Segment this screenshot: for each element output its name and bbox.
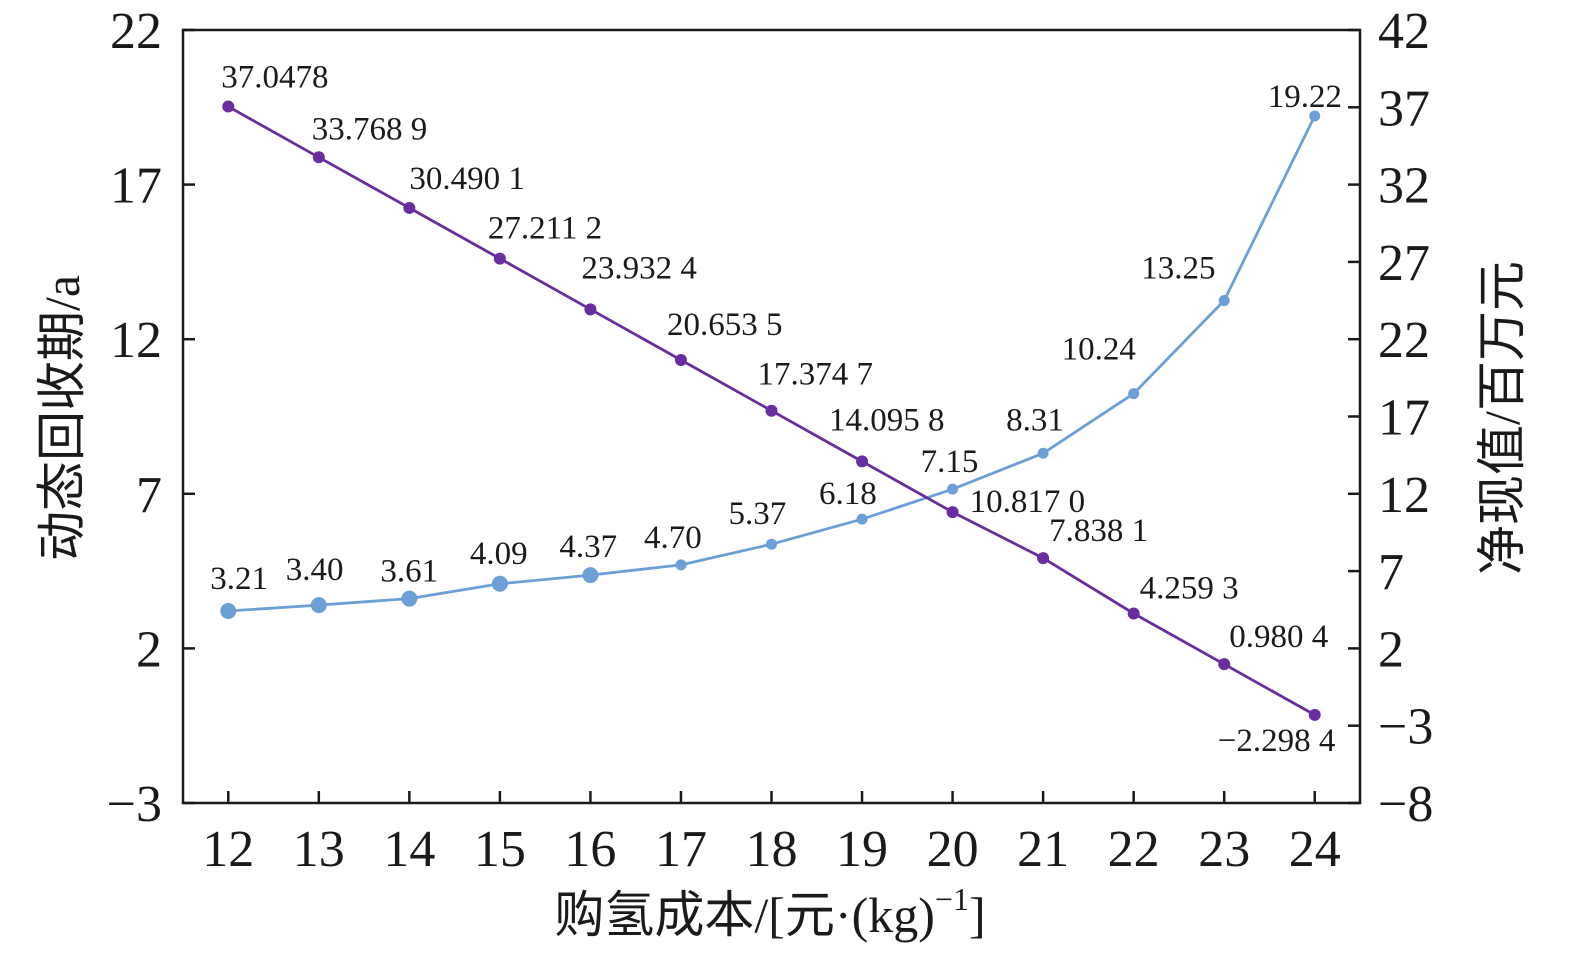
npv-series-data-label: 0.980 4 (1229, 619, 1328, 655)
x-tick-label: 13 (293, 821, 345, 878)
npv-series (222, 100, 1321, 721)
npv-series-point (765, 404, 778, 417)
payback-series-point (1309, 110, 1321, 122)
y-left-tick-label: 17 (110, 158, 162, 215)
npv-series-point (946, 506, 959, 519)
x-axis-title-superscript: −1 (935, 881, 969, 917)
y-left-tick-label: 7 (136, 467, 162, 524)
payback-series-point (310, 597, 327, 614)
payback-series-data-label: 13.25 (1141, 251, 1215, 287)
npv-series-data-label: 10.817 0 (970, 484, 1086, 520)
npv-series-point (856, 455, 869, 468)
x-tick-label: 19 (836, 821, 888, 878)
payback-series-point (947, 483, 959, 495)
payback-series-data-label: 4.09 (470, 536, 528, 572)
x-axis-title: 购氢成本/[元·(kg)−1] (554, 881, 985, 943)
y-right-tick-label: 42 (1378, 3, 1430, 60)
npv-series-point (1127, 607, 1140, 620)
npv-series-data-label: 30.490 1 (409, 161, 525, 197)
y-right-tick-label: 22 (1378, 312, 1430, 369)
payback-series-data-label: 19.22 (1268, 79, 1342, 115)
npv-series-data-label: 37.0478 (221, 60, 328, 96)
npv-series-data-label: 33.768 9 (312, 111, 428, 147)
x-tick-label: 16 (564, 821, 616, 878)
payback-series-point (491, 575, 508, 592)
payback-series-data-label: 10.24 (1062, 332, 1136, 368)
y-right-title: 净现值/百万元 (1474, 261, 1530, 575)
payback-series-point (220, 602, 237, 619)
payback-series-data-label: 4.70 (644, 520, 702, 556)
y-left-title: 动态回收期/a (34, 275, 90, 561)
payback-series-data-label: 3.21 (210, 561, 268, 597)
payback-series-point (582, 567, 599, 584)
y-right-tick-label: −8 (1378, 776, 1433, 833)
npv-series-point (222, 100, 235, 113)
y-left-tick-label: −3 (107, 776, 162, 833)
y-right-tick-label: 37 (1378, 80, 1430, 137)
payback-series-point (401, 590, 418, 607)
npv-series-point (1037, 552, 1050, 565)
x-tick-label: 20 (927, 821, 979, 878)
y-right-tick-label: 12 (1378, 467, 1430, 524)
npv-series-point (493, 252, 506, 265)
payback-series-data-label: 3.61 (380, 554, 438, 590)
payback-series-point (1037, 447, 1049, 459)
npv-series-point (674, 354, 687, 367)
x-axis-title-suffix: ] (969, 887, 986, 943)
payback-series-data-label: 6.18 (819, 476, 877, 512)
payback-series-data-label: 7.15 (921, 444, 979, 480)
payback-series-point (1128, 388, 1140, 400)
y-left-axis: −3 2 7 12 17 22 动态回收期/a (34, 3, 195, 833)
npv-series-point (1218, 658, 1231, 671)
x-axis-title-text: 购氢成本/[元·(kg) (554, 887, 935, 943)
payback-series-data-label: 3.40 (286, 552, 344, 588)
y-left-tick-label: 12 (110, 312, 162, 369)
npv-series-point (403, 201, 416, 214)
npv-series-data-label: 27.211 2 (488, 211, 602, 247)
x-tick-label: 23 (1198, 821, 1250, 878)
npv-series-point (312, 151, 325, 164)
x-tick-label: 12 (202, 821, 254, 878)
x-axis: 12 13 14 15 16 17 18 19 20 21 22 23 24 (202, 791, 1341, 878)
y-right-tick-label: −3 (1378, 699, 1433, 756)
x-tick-label: 15 (474, 821, 526, 878)
x-tick-label: 21 (1017, 821, 1069, 878)
payback-series-data-labels: 3.21 3.40 3.61 4.09 4.37 4.70 5.37 6.18 7.15 8.31… (210, 79, 1342, 597)
npv-series-data-label: 14.095 8 (829, 402, 945, 438)
npv-series-data-label: 4.259 3 (1140, 570, 1239, 606)
npv-series-data-label: 7.838 1 (1049, 513, 1148, 549)
x-tick-label: 17 (655, 821, 707, 878)
payback-series-data-label: 4.37 (559, 529, 617, 565)
npv-series-data-label: −2.298 4 (1218, 723, 1336, 759)
y-right-tick-label: 32 (1378, 158, 1430, 215)
y-right-tick-label: 7 (1378, 544, 1404, 601)
payback-series-data-label: 5.37 (729, 496, 787, 532)
x-tick-label: 24 (1289, 821, 1341, 878)
npv-series-point (584, 303, 597, 316)
payback-series-point (1218, 295, 1230, 307)
npv-series-data-label: 17.374 7 (758, 357, 874, 393)
y-right-tick-label: 27 (1378, 235, 1430, 292)
npv-series-point (1308, 708, 1321, 721)
y-right-tick-label: 2 (1378, 621, 1404, 678)
npv-series-data-label: 23.932 4 (581, 250, 697, 286)
payback-series (220, 110, 1321, 619)
payback-series-point (675, 559, 687, 571)
y-left-tick-label: 2 (136, 621, 162, 678)
payback-series-data-label: 8.31 (1006, 402, 1064, 438)
payback-series-point (766, 538, 777, 550)
y-left-tick-label: 22 (110, 3, 162, 60)
npv-series-data-label: 20.653 5 (667, 307, 783, 343)
x-tick-label: 22 (1108, 821, 1160, 878)
x-tick-label: 14 (383, 821, 435, 878)
x-tick-label: 18 (746, 821, 798, 878)
payback-series-point (856, 513, 868, 525)
y-right-tick-label: 17 (1378, 390, 1430, 447)
npv-series-data-labels: 37.0478 33.768 9 30.490 1 27.211 223.932 4 2… (221, 60, 1335, 759)
